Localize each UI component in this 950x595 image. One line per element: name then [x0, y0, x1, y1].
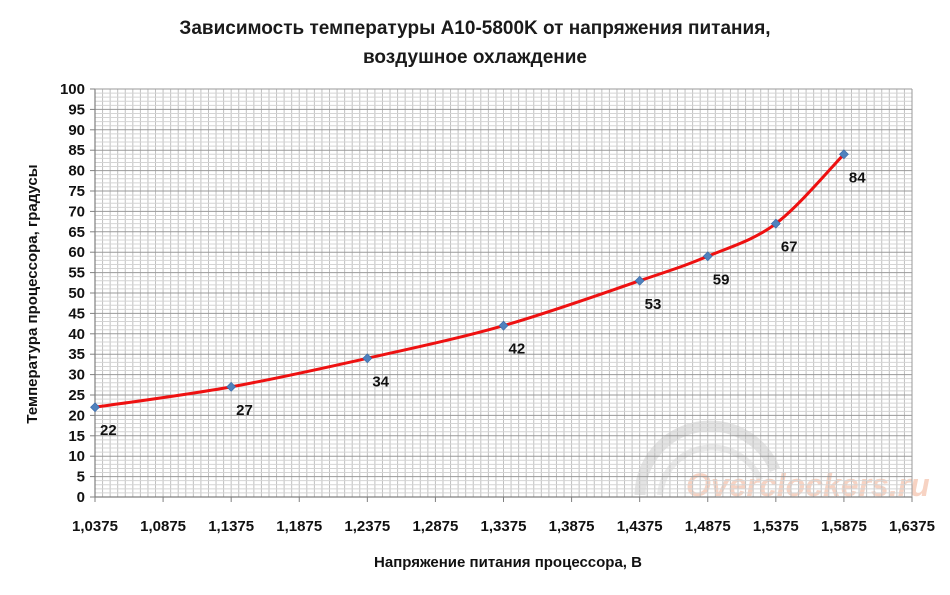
y-tick-label: 85: [68, 142, 85, 159]
chart-title-line1: Зависимость температуры A10-5800K от нап…: [179, 18, 770, 39]
data-point-marker: [90, 402, 100, 413]
y-tick-label: 90: [68, 122, 85, 139]
data-point-marker: [226, 381, 237, 392]
y-tick-label: 20: [68, 407, 85, 424]
data-point-marker: [634, 275, 645, 286]
y-tick-label: 60: [68, 244, 85, 261]
data-label: 22: [100, 422, 117, 439]
y-tick-label: 0: [77, 489, 85, 506]
data-labels: 22 27 34 42 53 59 67 84: [100, 169, 866, 439]
x-tick-label: 1,4875: [685, 518, 731, 535]
data-point-marker: [702, 251, 713, 262]
y-tick-label: 35: [68, 346, 85, 363]
data-label: 53: [645, 296, 662, 313]
y-axis-label: Температура процессора, градусы: [24, 164, 41, 423]
y-tick-label: 100: [60, 81, 85, 98]
y-tick-label: 50: [68, 285, 85, 302]
x-tick-label: 1,1375: [208, 518, 254, 535]
y-tick-label: 80: [68, 163, 85, 180]
ticks: 0 5 10 15 20 25 30 35 40 45 50 55 60 65 70 75 80 85 90 95 10…: [60, 81, 935, 535]
y-tick-label: 95: [68, 101, 85, 118]
y-tick-label: 75: [68, 183, 85, 200]
data-point-marker: [498, 320, 509, 331]
data-point-marker: [770, 218, 781, 229]
grid: [94, 88, 913, 498]
data-point-marker: [838, 149, 849, 160]
y-tick-label: 65: [68, 224, 85, 241]
y-tick-label: 70: [68, 203, 85, 220]
data-label: 59: [713, 271, 730, 288]
x-tick-label: 1,4375: [617, 518, 663, 535]
x-tick-label: 1,0875: [140, 518, 186, 535]
y-tick-label: 30: [68, 367, 85, 384]
y-tick-label: 45: [68, 305, 85, 322]
y-tick-label: 15: [68, 428, 85, 445]
data-label: 67: [781, 239, 798, 256]
y-tick-label: 40: [68, 326, 85, 343]
x-tick-label: 1,2875: [412, 518, 458, 535]
x-tick-label: 1,3375: [481, 518, 527, 535]
data-label: 42: [509, 341, 526, 358]
chart-title-line2: воздушное охлаждение: [363, 47, 587, 68]
y-tick-label: 55: [68, 265, 85, 282]
y-tick-label: 5: [77, 469, 85, 486]
x-tick-label: 1,6375: [889, 518, 935, 535]
x-tick-label: 1,3875: [549, 518, 595, 535]
data-point-marker: [362, 353, 373, 364]
markers: [90, 149, 849, 413]
x-tick-label: 1,5375: [753, 518, 799, 535]
y-tick-label: 10: [68, 448, 85, 465]
data-label: 84: [849, 169, 866, 186]
x-axis-label: Напряжение питания процессора, В: [374, 554, 642, 571]
data-label: 34: [372, 373, 389, 390]
x-tick-label: 1,1875: [276, 518, 322, 535]
x-tick-label: 1,0375: [72, 518, 118, 535]
data-label: 27: [236, 402, 253, 419]
x-tick-label: 1,5875: [821, 518, 867, 535]
x-tick-label: 1,2375: [344, 518, 390, 535]
y-tick-label: 25: [68, 387, 85, 404]
